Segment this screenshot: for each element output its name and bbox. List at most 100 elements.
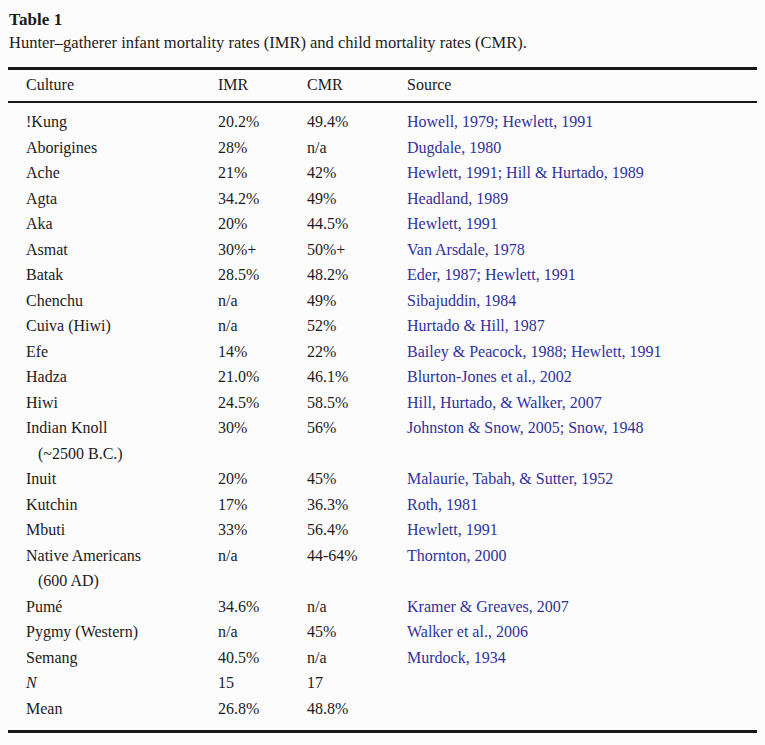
imr-value: 30%+ xyxy=(218,237,307,263)
imr-value: 17% xyxy=(218,492,307,518)
cmr-value: 49% xyxy=(307,288,407,314)
culture-name: Cuiva (Hiwi) xyxy=(26,313,218,339)
source-citation-link[interactable]: Howell, 1979; Hewlett, 1991 xyxy=(407,113,593,130)
table-row: Chenchun/a49%Sibajuddin, 1984 xyxy=(8,288,757,314)
source-citation-link[interactable]: Sibajuddin, 1984 xyxy=(407,292,516,309)
source-cell: Hewlett, 1991 xyxy=(407,211,757,237)
culture-name: Ache xyxy=(26,160,218,186)
source-citation-link[interactable]: Hewlett, 1991 xyxy=(407,521,498,538)
imr-value: 20% xyxy=(218,466,307,492)
cmr-value: 46.1% xyxy=(307,364,407,390)
culture-cell: Pumé xyxy=(8,594,218,620)
culture-name: Semang xyxy=(26,645,218,671)
source-citation-link[interactable]: Walker et al., 2006 xyxy=(407,623,528,640)
source-cell: Hurtado & Hill, 1987 xyxy=(407,313,757,339)
cmr-value: 44.5% xyxy=(307,211,407,237)
source-citation-link[interactable]: Murdock, 1934 xyxy=(407,649,506,666)
culture-name: Chenchu xyxy=(26,288,218,314)
table-caption: Hunter–gatherer infant mortality rates (… xyxy=(9,32,757,54)
source-cell: Dugdale, 1980 xyxy=(407,135,757,161)
column-header-source: Source xyxy=(407,69,757,103)
table-label: Table 1 xyxy=(9,9,757,30)
source-citation-link[interactable]: Hurtado & Hill, 1987 xyxy=(407,317,545,334)
imr-value: 34.6% xyxy=(218,594,307,620)
culture-cell: Agta xyxy=(8,186,218,212)
source-cell: Murdock, 1934 xyxy=(407,645,757,671)
source-citation-link[interactable]: Malaurie, Tabah, & Sutter, 1952 xyxy=(407,470,613,487)
imr-value: n/a xyxy=(218,313,307,339)
culture-cell: Efe xyxy=(8,339,218,365)
table-row: Inuit20%45%Malaurie, Tabah, & Sutter, 19… xyxy=(8,466,757,492)
table-row: Cuiva (Hiwi)n/a52%Hurtado & Hill, 1987 xyxy=(8,313,757,339)
source-citation-link[interactable]: Blurton-Jones et al., 2002 xyxy=(407,368,572,385)
source-citation-link[interactable]: Hill, Hurtado, & Walker, 2007 xyxy=(407,394,602,411)
culture-name: Kutchin xyxy=(26,492,218,518)
culture-name: Pumé xyxy=(26,594,218,620)
source-cell: Eder, 1987; Hewlett, 1991 xyxy=(407,262,757,288)
table-body: !Kung20.2%49.4%Howell, 1979; Hewlett, 19… xyxy=(8,102,757,732)
imr-value: 14% xyxy=(218,339,307,365)
table-row: Native Americans(600 AD)n/a44-64%Thornto… xyxy=(8,543,757,594)
source-cell: Walker et al., 2006 xyxy=(407,619,757,645)
imr-value: 20.2% xyxy=(218,102,307,135)
culture-name: Efe xyxy=(26,339,218,365)
source-cell: Roth, 1981 xyxy=(407,492,757,518)
source-citation-link[interactable]: Dugdale, 1980 xyxy=(407,139,501,156)
cmr-value: 45% xyxy=(307,619,407,645)
source-citation-link[interactable]: Johnston & Snow, 2005; Snow, 1948 xyxy=(407,419,644,436)
source-citation-link[interactable]: Eder, 1987; Hewlett, 1991 xyxy=(407,266,576,283)
culture-cell: Hadza xyxy=(8,364,218,390)
culture-name: Inuit xyxy=(26,466,218,492)
source-cell: Hewlett, 1991 xyxy=(407,517,757,543)
imr-value: n/a xyxy=(218,288,307,314)
source-citation-link[interactable]: Van Arsdale, 1978 xyxy=(407,241,525,258)
culture-name: Native Americans xyxy=(26,543,218,569)
culture-cell: Indian Knoll(~2500 B.C.) xyxy=(8,415,218,466)
imr-value: 20% xyxy=(218,211,307,237)
imr-value: 21.0% xyxy=(218,364,307,390)
culture-cell: Asmat xyxy=(8,237,218,263)
table-row: Agta34.2%49%Headland, 1989 xyxy=(8,186,757,212)
culture-cell: Mbuti xyxy=(8,517,218,543)
table-row: Batak28.5%48.2%Eder, 1987; Hewlett, 1991 xyxy=(8,262,757,288)
source-citation-link[interactable]: Hewlett, 1991 xyxy=(407,215,498,232)
table-row: Indian Knoll(~2500 B.C.)30%56%Johnston &… xyxy=(8,415,757,466)
culture-cell: !Kung xyxy=(8,102,218,135)
table-row: N1517 xyxy=(8,670,757,696)
culture-name: Indian Knoll xyxy=(26,415,218,441)
source-citation-link[interactable]: Headland, 1989 xyxy=(407,190,508,207)
cmr-value: n/a xyxy=(307,645,407,671)
culture-name: Asmat xyxy=(26,237,218,263)
source-cell: Johnston & Snow, 2005; Snow, 1948 xyxy=(407,415,757,466)
cmr-value: 22% xyxy=(307,339,407,365)
imr-value: n/a xyxy=(218,619,307,645)
source-cell: Van Arsdale, 1978 xyxy=(407,237,757,263)
cmr-value: 45% xyxy=(307,466,407,492)
source-citation-link[interactable]: Kramer & Greaves, 2007 xyxy=(407,598,569,615)
source-cell: Bailey & Peacock, 1988; Hewlett, 1991 xyxy=(407,339,757,365)
source-cell xyxy=(407,670,757,696)
table-row: Kutchin17%36.3%Roth, 1981 xyxy=(8,492,757,518)
cmr-value: 58.5% xyxy=(307,390,407,416)
source-cell: Sibajuddin, 1984 xyxy=(407,288,757,314)
source-citation-link[interactable]: Bailey & Peacock, 1988; Hewlett, 1991 xyxy=(407,343,662,360)
source-citation-link[interactable]: Thornton, 2000 xyxy=(407,547,507,564)
source-citation-link[interactable]: Roth, 1981 xyxy=(407,496,478,513)
source-cell: Malaurie, Tabah, & Sutter, 1952 xyxy=(407,466,757,492)
culture-name: Hadza xyxy=(26,364,218,390)
cmr-value: 50%+ xyxy=(307,237,407,263)
culture-cell: Batak xyxy=(8,262,218,288)
table-row: Aka20%44.5%Hewlett, 1991 xyxy=(8,211,757,237)
cmr-value: 44-64% xyxy=(307,543,407,594)
table-row: Pygmy (Western)n/a45%Walker et al., 2006 xyxy=(8,619,757,645)
culture-cell: Chenchu xyxy=(8,288,218,314)
mortality-rates-table: Culture IMR CMR Source !Kung20.2%49.4%Ho… xyxy=(8,67,757,733)
source-cell: Blurton-Jones et al., 2002 xyxy=(407,364,757,390)
cmr-value: 36.3% xyxy=(307,492,407,518)
source-citation-link[interactable]: Hewlett, 1991; Hill & Hurtado, 1989 xyxy=(407,164,644,181)
header-row: Culture IMR CMR Source xyxy=(8,69,757,103)
imr-value: n/a xyxy=(218,543,307,594)
culture-cell: Pygmy (Western) xyxy=(8,619,218,645)
imr-value: 21% xyxy=(218,160,307,186)
culture-cell: Mean xyxy=(8,696,218,732)
